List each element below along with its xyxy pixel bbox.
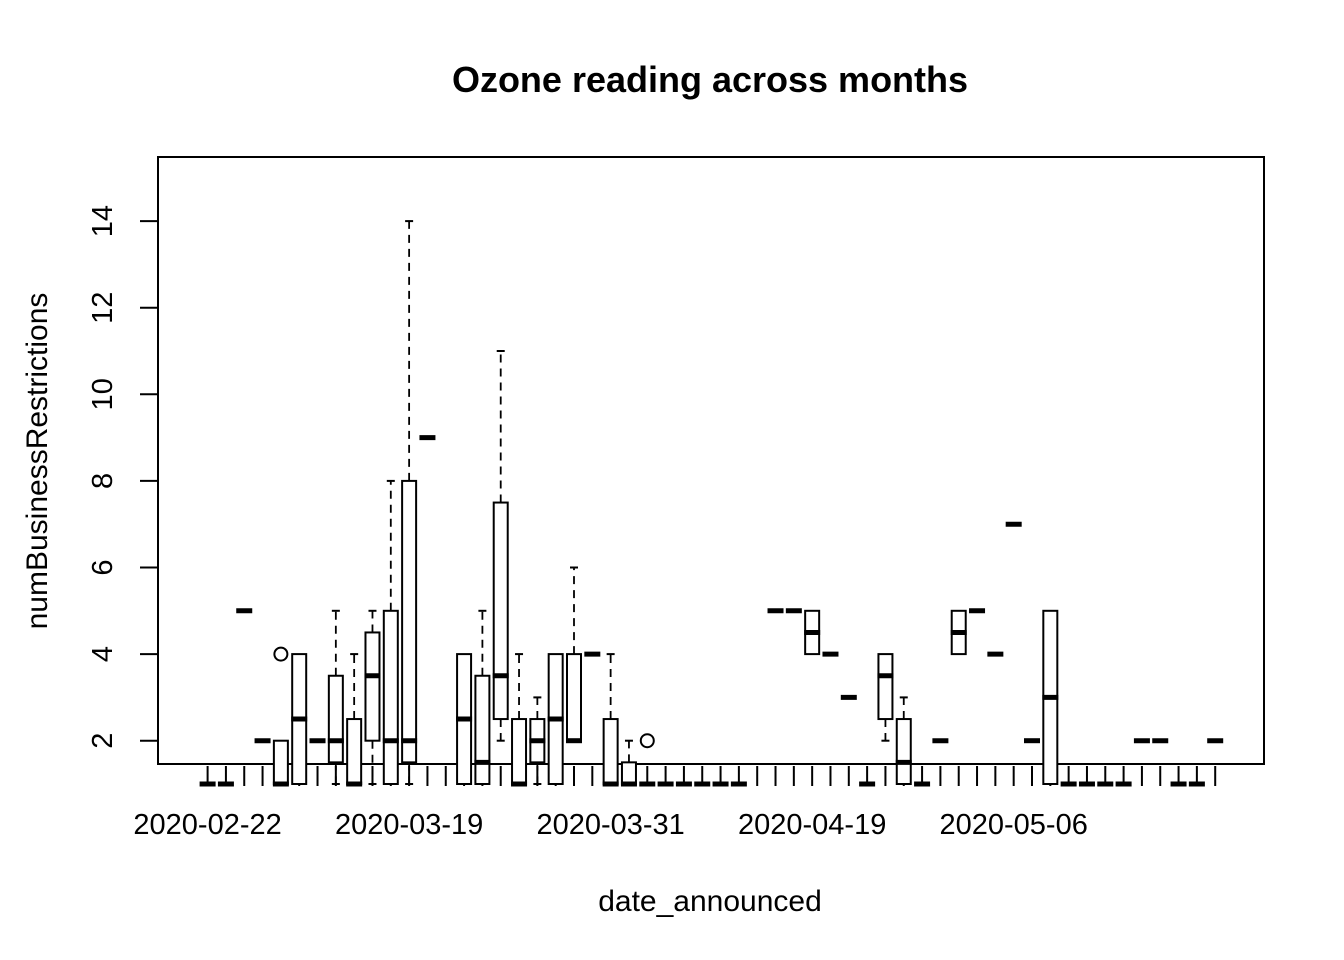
box-body xyxy=(401,479,418,764)
chart-title: Ozone reading across months xyxy=(452,59,968,100)
box xyxy=(382,479,399,785)
box xyxy=(492,350,509,742)
outlier-point xyxy=(273,646,289,662)
box xyxy=(602,653,619,787)
plot-frame xyxy=(157,156,1265,765)
box-body xyxy=(566,653,582,742)
y-axis: 2 4 6 8 10 12 14 xyxy=(87,205,159,749)
y-tick-label: 8 xyxy=(87,473,119,489)
box-body xyxy=(602,718,619,785)
box-body xyxy=(272,739,289,786)
y-tick-label: 6 xyxy=(87,559,119,575)
box xyxy=(272,646,289,787)
box xyxy=(327,609,344,785)
x-tick-label: 2020-03-31 xyxy=(536,809,684,841)
x-tick-label: 2020-03-19 xyxy=(335,809,483,841)
box xyxy=(620,739,637,787)
y-tick-label: 4 xyxy=(87,646,119,662)
box-body xyxy=(382,609,399,785)
box xyxy=(1042,609,1059,785)
y-tick-label: 14 xyxy=(87,205,119,237)
x-axis-label: date_announced xyxy=(598,885,822,918)
x-tick-label: 2020-02-22 xyxy=(133,809,281,841)
box xyxy=(511,653,528,787)
box xyxy=(291,653,308,785)
box xyxy=(456,653,473,785)
box xyxy=(529,696,546,785)
box xyxy=(346,653,363,787)
box xyxy=(950,609,967,656)
box xyxy=(364,609,381,785)
box-body xyxy=(327,674,344,764)
box xyxy=(474,609,491,785)
box xyxy=(566,566,582,744)
box xyxy=(877,653,894,742)
box-body xyxy=(511,718,528,785)
box-body xyxy=(492,501,509,721)
box-body xyxy=(895,718,912,785)
box-body xyxy=(346,718,363,785)
box xyxy=(547,653,564,785)
box-body xyxy=(364,631,381,742)
x-tick-label: 2020-04-19 xyxy=(738,809,886,841)
box xyxy=(804,609,821,656)
box-body xyxy=(877,653,894,721)
outlier-point xyxy=(639,733,655,749)
y-tick-label: 10 xyxy=(87,378,119,410)
y-axis-label: numBusinessRestrictions xyxy=(21,293,54,630)
box xyxy=(401,220,418,785)
box xyxy=(895,696,912,785)
box-series xyxy=(199,220,1224,787)
box-body xyxy=(620,761,637,785)
y-tick-label: 2 xyxy=(87,733,119,749)
y-tick-label: 12 xyxy=(87,292,119,324)
box-body xyxy=(474,674,491,785)
box xyxy=(639,733,656,787)
x-tick-label: 2020-05-06 xyxy=(940,809,1088,841)
